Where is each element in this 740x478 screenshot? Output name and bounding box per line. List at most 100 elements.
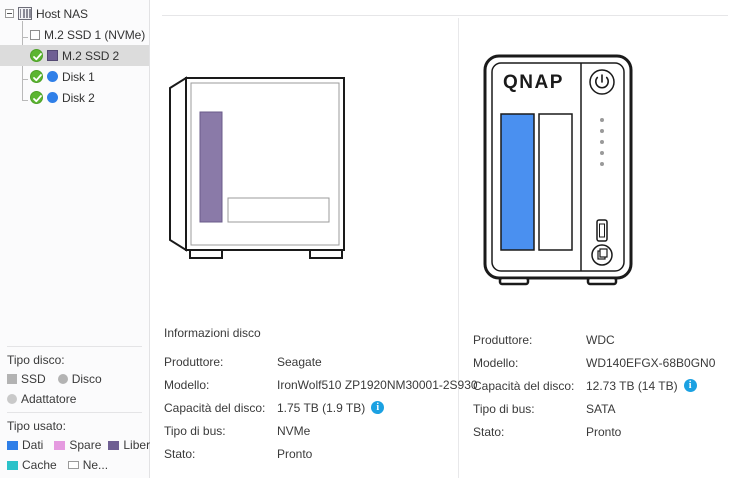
info-key: Capacità del disco: (473, 378, 575, 393)
info-row-capacita: Capacità del disco: 12.73 TB (14 TB) i (473, 374, 715, 397)
info-row-bus: Tipo di bus: SATA (473, 397, 715, 420)
info-key: Modello: (473, 355, 519, 370)
info-key: Stato: (473, 424, 505, 439)
legend-row: Adattatore (7, 392, 142, 406)
data-swatch-icon (47, 92, 58, 103)
none-swatch-icon (67, 461, 79, 469)
legend-item-dati: Dati (7, 438, 43, 452)
info-value: Pronto (586, 424, 622, 439)
info-key: Tipo di bus: (473, 401, 535, 416)
legend: Tipo disco: SSD Disco Adattatore Tipo us… (0, 346, 157, 478)
qnap-nas-front-illustration[interactable]: QNAP (478, 52, 658, 290)
divider (458, 18, 459, 478)
left-disk-panel: Informazioni disco Produttore: Seagate M… (150, 0, 478, 478)
tree-item-m2-ssd-2[interactable]: M.2 SSD 2 (0, 45, 149, 66)
tree-tick (22, 100, 28, 101)
capacity-value: 12.73 TB (14 TB) (586, 378, 678, 393)
tree-item-m2-ssd-1[interactable]: M.2 SSD 1 (NVMe) (0, 24, 149, 45)
disk-tree: Host NAS M.2 SSD 1 (NVMe) M.2 SSD 2 (0, 0, 149, 108)
adapter-swatch-icon (7, 394, 17, 404)
left-disk-info: Informazioni disco Produttore: Seagate M… (164, 326, 478, 465)
divider (7, 346, 142, 347)
legend-label: Dati (22, 438, 44, 452)
tree-item-label: Host NAS (36, 6, 88, 21)
legend-item-cache: Cache (7, 458, 57, 472)
legend-used-type-title: Tipo usato: (7, 419, 66, 433)
legend-label: Libero (123, 438, 157, 452)
tree-tick (22, 37, 28, 38)
legend-label: Spare (69, 438, 102, 452)
legend-item-disco: Disco (57, 372, 102, 386)
legend-item-spare: Spare (54, 438, 101, 452)
info-icon[interactable]: i (371, 401, 385, 414)
legend-label: Cache (22, 458, 57, 472)
sidebar: Host NAS M.2 SSD 1 (NVMe) M.2 SSD 2 (0, 0, 157, 478)
legend-label: Disco (71, 372, 102, 386)
info-section-title: Informazioni disco (164, 326, 261, 340)
tree-tick (22, 79, 28, 80)
info-row-produttore: Produttore: Seagate (164, 350, 478, 373)
info-row-capacita: Capacità del disco: 1.75 TB (1.9 TB) i (164, 396, 478, 419)
data-swatch-icon (47, 71, 58, 82)
right-disk-panel: QNAP (459, 0, 740, 478)
disk-swatch-icon (57, 374, 68, 384)
info-value: SATA (586, 401, 616, 416)
cache-swatch-icon (7, 460, 18, 470)
legend-item-ssd: SSD (7, 372, 46, 386)
tree-item-label: M.2 SSD 1 (NVMe) (44, 27, 146, 42)
data-swatch-icon (7, 440, 18, 450)
legend-row: SSD Disco (7, 372, 142, 386)
info-key: Capacità del disco: (164, 400, 266, 415)
capacity-value: 1.75 TB (1.9 TB) (277, 400, 366, 415)
spare-swatch-icon (54, 440, 66, 450)
info-key: Stato: (164, 446, 196, 461)
legend-item-libero: Libero (108, 438, 157, 452)
legend-row: Dati Spare Libero (7, 438, 157, 452)
legend-label: Ne... (82, 458, 109, 472)
divider (162, 15, 728, 16)
info-value: 1.75 TB (1.9 TB) i (277, 400, 385, 415)
tree-item-disk-1[interactable]: Disk 1 (0, 66, 149, 87)
info-row-modello: Modello: WD140EFGX-68B0GN0 (473, 351, 715, 374)
legend-item-none: Ne... (67, 458, 109, 472)
info-key: Produttore: (473, 332, 533, 347)
info-value: WD140EFGX-68B0GN0 (586, 355, 716, 370)
legend-item-adattatore: Adattatore (7, 392, 76, 406)
divider (7, 412, 142, 413)
info-row-stato: Stato: Pronto (473, 420, 715, 443)
info-value: Seagate (277, 354, 322, 369)
info-row-stato: Stato: Pronto (164, 442, 478, 465)
info-value: 12.73 TB (14 TB) i (586, 379, 697, 393)
info-key: Modello: (164, 377, 210, 392)
collapse-icon[interactable] (5, 9, 14, 18)
qnap-logo: QNAP (503, 72, 562, 93)
nas-chassis-icon (18, 7, 32, 20)
free-swatch-icon (108, 440, 120, 450)
info-key: Tipo di bus: (164, 423, 226, 438)
status-ok-icon (30, 91, 43, 104)
ssd-swatch-icon (7, 374, 17, 384)
nas-3d-illustration[interactable] (164, 50, 354, 268)
legend-label: Adattatore (21, 392, 77, 406)
tree-item-host-nas[interactable]: Host NAS (0, 3, 149, 24)
legend-disk-type-title: Tipo disco: (7, 353, 65, 367)
info-icon[interactable]: i (683, 379, 697, 392)
tree-item-disk-2[interactable]: Disk 2 (0, 87, 149, 108)
info-value: IronWolf510 ZP1920NM30001-2S930 (277, 377, 478, 392)
info-key: Produttore: (164, 354, 224, 369)
info-row-produttore: Produttore: WDC (473, 328, 715, 351)
info-row-bus: Tipo di bus: NVMe (164, 419, 478, 442)
legend-row: Cache Ne... (7, 458, 142, 472)
info-value: WDC (586, 332, 615, 347)
main-content: Informazioni disco Produttore: Seagate M… (150, 0, 740, 478)
tree-item-label: M.2 SSD 2 (62, 48, 120, 63)
legend-label: SSD (21, 372, 46, 386)
tree-item-label: Disk 2 (62, 90, 95, 105)
tree-item-label: Disk 1 (62, 69, 95, 84)
status-ok-icon (30, 49, 43, 62)
empty-slot-icon (30, 29, 40, 40)
status-ok-icon (30, 70, 43, 83)
info-value: NVMe (277, 423, 311, 438)
info-row-modello: Modello: IronWolf510 ZP1920NM30001-2S930 (164, 373, 478, 396)
